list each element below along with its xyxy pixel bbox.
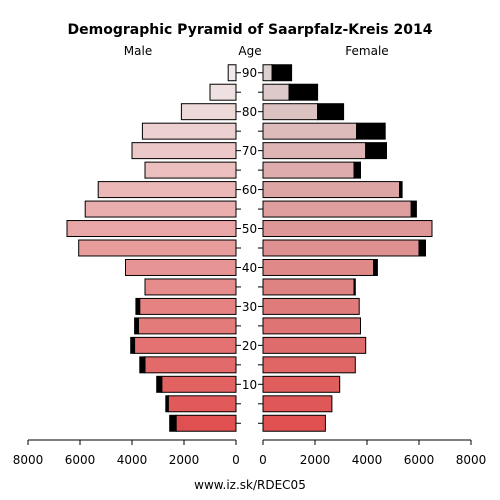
male-bar-60-64 — [97, 181, 237, 199]
female-bars — [262, 64, 433, 432]
female-bar-black-35-39 — [353, 278, 356, 296]
male-x-tick-label-2000: 2000 — [169, 453, 200, 467]
male-bar-10-14 — [161, 375, 237, 393]
age-tick-label-90: 90 — [242, 66, 257, 80]
male-bar-35-39 — [144, 278, 237, 296]
age-tick-label-30: 30 — [242, 300, 257, 314]
female-bar-45-49 — [262, 239, 420, 257]
female-x-tick-label-6000: 6000 — [404, 453, 435, 467]
female-bar-black-75-79 — [356, 122, 386, 140]
male-bar-50-54 — [66, 220, 237, 238]
male-bar-75-79 — [141, 122, 237, 140]
female-bar-black-80-84 — [317, 103, 345, 121]
male-bar-25-29 — [138, 317, 237, 335]
male-bar-55-59 — [84, 200, 237, 218]
male-x-tick-label-8000: 8000 — [13, 453, 44, 467]
female-bar-70-74 — [262, 142, 367, 160]
female-x-tick-label-0: 0 — [259, 453, 267, 467]
age-tick-label-40: 40 — [242, 261, 257, 275]
female-bar-35-39 — [262, 278, 355, 296]
footer-source: www.iz.sk/RDEC05 — [194, 478, 306, 492]
female-bar-black-85-89 — [288, 83, 319, 101]
female-bar-40-44 — [262, 258, 374, 276]
female-x-tick-label-4000: 4000 — [352, 453, 383, 467]
female-bar-50-54 — [262, 220, 433, 238]
female-bar-black-70-74 — [365, 142, 388, 160]
female-bar-65-69 — [262, 161, 355, 179]
female-label: Female — [345, 44, 388, 58]
male-bar-5-9 — [167, 395, 237, 413]
male-bar-85-89 — [209, 83, 237, 101]
male-bar-black-0-4 — [169, 414, 177, 432]
male-x-axis: 8000 6000 4000 2000 0 — [13, 439, 240, 467]
male-bar-black-15-19 — [139, 356, 146, 374]
male-bars — [66, 64, 237, 432]
male-bar-black-10-14 — [156, 375, 163, 393]
male-bar-90+ — [227, 64, 237, 82]
chart-title: Demographic Pyramid of Saarpfalz-Kreis 2… — [68, 22, 433, 38]
male-x-tick-label-0: 0 — [232, 453, 240, 467]
female-bar-0-4 — [262, 414, 326, 432]
female-bar-15-19 — [262, 356, 356, 374]
female-x-axis: 8000 6000 4000 2000 0 — [259, 439, 487, 467]
male-bar-80-84 — [180, 103, 237, 121]
female-bar-black-55-59 — [410, 200, 417, 218]
male-x-tick-label-6000: 6000 — [65, 453, 96, 467]
age-axis: 10 20 30 40 50 60 70 80 90 — [236, 66, 263, 424]
female-bar-black-45-49 — [418, 239, 426, 257]
male-bar-black-25-29 — [134, 317, 140, 335]
male-bar-black-20-24 — [130, 336, 136, 354]
male-bar-40-44 — [125, 258, 237, 276]
age-tick-label-50: 50 — [242, 222, 257, 236]
female-bar-25-29 — [262, 317, 361, 335]
age-tick-label-80: 80 — [242, 105, 257, 119]
female-bar-90+ — [262, 64, 273, 82]
male-label: Male — [124, 44, 152, 58]
female-bar-85-89 — [262, 83, 290, 101]
age-tick-label-10: 10 — [242, 378, 257, 392]
male-x-tick-label-4000: 4000 — [117, 453, 148, 467]
female-bar-5-9 — [262, 395, 333, 413]
female-bar-60-64 — [262, 181, 400, 199]
female-bar-black-40-44 — [373, 258, 378, 276]
age-tick-label-60: 60 — [242, 183, 257, 197]
female-bar-80-84 — [262, 103, 319, 121]
female-bar-75-79 — [262, 122, 358, 140]
age-tick-label-70: 70 — [242, 144, 257, 158]
female-x-tick-label-8000: 8000 — [456, 453, 487, 467]
female-bar-black-60-64 — [399, 181, 403, 199]
male-bar-15-19 — [144, 356, 237, 374]
male-bar-70-74 — [131, 142, 237, 160]
female-bar-20-24 — [262, 336, 367, 354]
male-bar-45-49 — [78, 239, 237, 257]
male-bar-0-4 — [175, 414, 237, 432]
male-bar-black-30-34 — [135, 297, 141, 315]
male-bar-65-69 — [144, 161, 237, 179]
age-label: Age — [238, 44, 261, 58]
female-bar-black-90+ — [271, 64, 293, 82]
male-bar-30-34 — [139, 297, 237, 315]
age-tick-label-20: 20 — [242, 339, 257, 353]
female-bar-55-59 — [262, 200, 412, 218]
female-bar-black-65-69 — [353, 161, 361, 179]
female-x-tick-label-2000: 2000 — [300, 453, 331, 467]
female-bar-10-14 — [262, 375, 341, 393]
male-bar-20-24 — [134, 336, 237, 354]
female-bar-30-34 — [262, 297, 360, 315]
